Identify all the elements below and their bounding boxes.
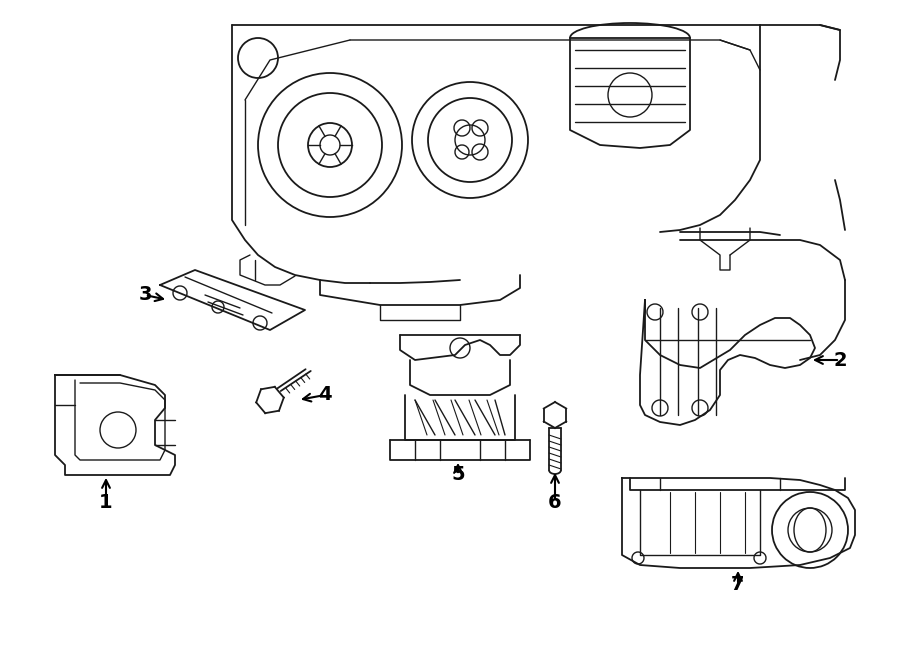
Text: 1: 1 xyxy=(99,494,112,512)
Text: 3: 3 xyxy=(139,286,152,305)
Text: 2: 2 xyxy=(833,350,847,369)
Text: 6: 6 xyxy=(548,492,562,512)
Text: 4: 4 xyxy=(319,385,332,405)
Text: 5: 5 xyxy=(451,465,464,485)
Text: 7: 7 xyxy=(731,576,745,594)
